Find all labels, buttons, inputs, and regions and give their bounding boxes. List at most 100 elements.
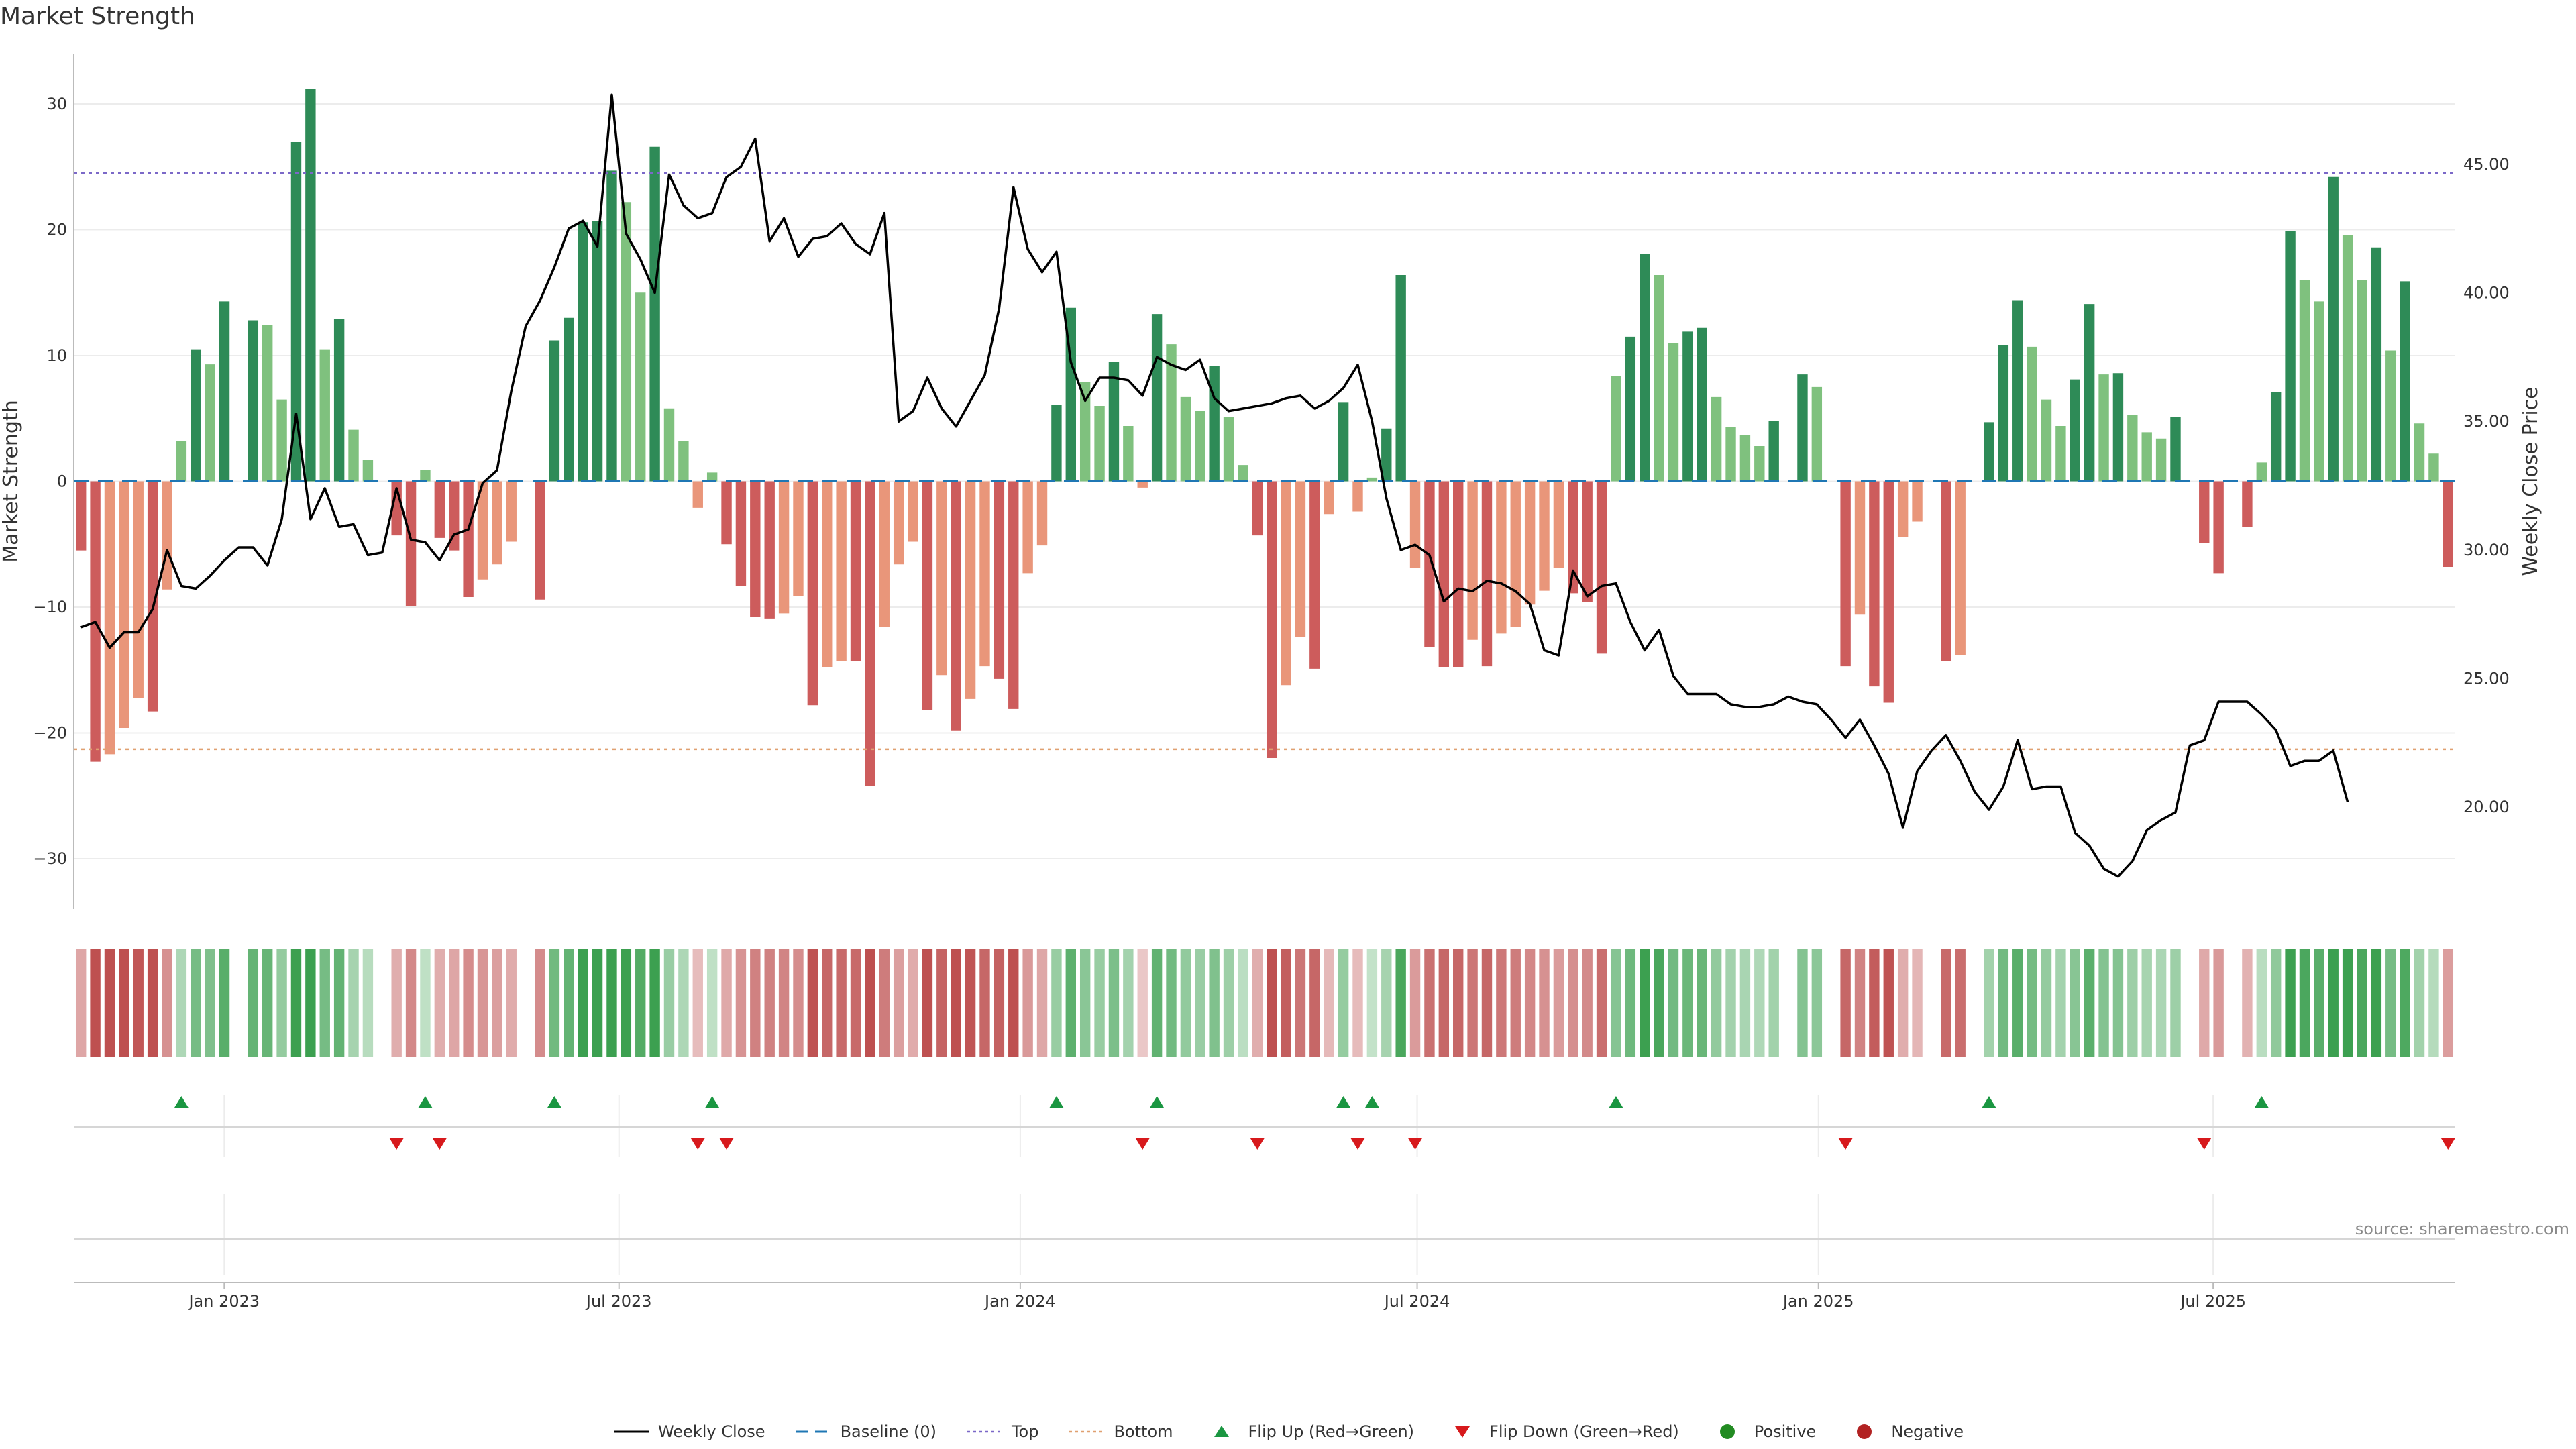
y-right-axis-label: Weekly Close Price bbox=[2519, 386, 2542, 576]
legend-label: Flip Up (Red→Green) bbox=[1248, 1422, 1415, 1441]
regime-cell bbox=[1754, 949, 1765, 1057]
strength-bar bbox=[276, 399, 287, 482]
regime-cell bbox=[1195, 949, 1205, 1057]
regime-cell bbox=[1324, 949, 1334, 1057]
strength-bar bbox=[678, 441, 689, 482]
x-tick-label: Jan 2023 bbox=[187, 1292, 260, 1311]
y-tick-label: −10 bbox=[33, 598, 67, 616]
regime-cell bbox=[506, 949, 517, 1057]
legend-label: Baseline (0) bbox=[840, 1422, 936, 1441]
regime-cell bbox=[1883, 949, 1894, 1057]
regime-cell bbox=[2270, 949, 2282, 1057]
flip-down-marker bbox=[1350, 1138, 1366, 1150]
regime-cell bbox=[606, 949, 617, 1057]
regime-cell bbox=[621, 949, 632, 1057]
flip-down-marker bbox=[1250, 1138, 1265, 1150]
flip-down-marker bbox=[719, 1138, 735, 1150]
weekly-close-series bbox=[80, 93, 2349, 878]
strength-bar bbox=[893, 481, 904, 565]
regime-cell bbox=[2371, 949, 2382, 1057]
y-axis-label: Market Strength bbox=[0, 400, 23, 562]
strength-bar bbox=[1539, 481, 1550, 591]
strength-bar bbox=[951, 481, 961, 731]
strength-bar bbox=[2155, 438, 2167, 482]
strength-bar bbox=[1897, 481, 1909, 537]
regime-cell bbox=[1008, 949, 1019, 1057]
line-dotted-icon bbox=[967, 1430, 1002, 1433]
strength-bar bbox=[850, 481, 861, 661]
strength-bar bbox=[1123, 426, 1134, 482]
strength-bar bbox=[1409, 481, 1421, 568]
strength-bar bbox=[865, 481, 875, 786]
regime-cell bbox=[1223, 949, 1234, 1057]
legend-item: Positive bbox=[1709, 1422, 1816, 1441]
regime-cell bbox=[333, 949, 345, 1057]
strength-bar bbox=[2371, 247, 2382, 482]
strength-bar bbox=[219, 301, 230, 482]
regime-cell bbox=[2199, 949, 2210, 1057]
regime-cell bbox=[649, 949, 660, 1057]
x-tick-label: Jan 2024 bbox=[983, 1292, 1056, 1311]
regime-cell bbox=[1625, 949, 1636, 1057]
legend-item: Top bbox=[966, 1422, 1038, 1441]
strength-bar bbox=[1582, 481, 1593, 602]
y-tick-label: −30 bbox=[33, 849, 67, 868]
regime-cell bbox=[1553, 949, 1564, 1057]
strength-bar bbox=[1510, 481, 1521, 627]
strength-bar bbox=[248, 320, 259, 482]
regime-cell bbox=[1725, 949, 1736, 1057]
strength-bar bbox=[205, 364, 215, 482]
strength-bar bbox=[2199, 481, 2210, 543]
regime-cell bbox=[2055, 949, 2066, 1057]
regime-cell bbox=[1295, 949, 1306, 1057]
regime-cell bbox=[219, 949, 230, 1057]
regime-cell bbox=[893, 949, 904, 1057]
legend-label: Flip Down (Green→Red) bbox=[1489, 1422, 1679, 1441]
strength-bar bbox=[1754, 446, 1765, 482]
strength-bar bbox=[2141, 432, 2152, 482]
legend-item: Weekly Close bbox=[612, 1422, 765, 1441]
regime-cell bbox=[2012, 949, 2023, 1057]
regime-cell bbox=[2242, 949, 2253, 1057]
regime-cell bbox=[2299, 949, 2310, 1057]
y-tick-label: 0 bbox=[57, 472, 67, 491]
regime-cell bbox=[592, 949, 603, 1057]
regime-cell bbox=[1022, 949, 1033, 1057]
regime-cell bbox=[1840, 949, 1851, 1057]
strength-bar bbox=[463, 481, 474, 597]
strength-bar bbox=[2012, 300, 2023, 482]
strength-bar bbox=[1137, 481, 1148, 488]
strength-bar bbox=[1022, 481, 1033, 574]
strength-bar bbox=[1611, 376, 1621, 482]
strength-bar bbox=[1854, 481, 1866, 615]
flip-up-marker bbox=[174, 1096, 189, 1108]
legend-item: Flip Up (Red→Green) bbox=[1203, 1422, 1415, 1441]
regime-cell bbox=[1352, 949, 1363, 1057]
regime-cell bbox=[1309, 949, 1320, 1057]
regime-cell bbox=[2256, 949, 2267, 1057]
regime-cell bbox=[2070, 949, 2080, 1057]
regime-cell bbox=[635, 949, 646, 1057]
regime-cell bbox=[1998, 949, 2009, 1057]
regime-cell bbox=[564, 949, 574, 1057]
flip-up-marker bbox=[417, 1096, 433, 1108]
regime-cell bbox=[1941, 949, 1951, 1057]
flip-down-marker bbox=[389, 1138, 405, 1150]
regime-cell bbox=[706, 949, 718, 1057]
triangle-up-icon bbox=[1214, 1426, 1229, 1437]
strength-bar bbox=[1180, 396, 1191, 482]
strength-bar bbox=[1768, 421, 1779, 482]
strength-bar bbox=[535, 481, 545, 600]
regime-cell bbox=[1711, 949, 1722, 1057]
regime-cell bbox=[1108, 949, 1120, 1057]
regime-cell bbox=[1366, 949, 1378, 1057]
chart-title: Market Strength bbox=[0, 3, 195, 30]
regime-cell bbox=[1252, 949, 1263, 1057]
legend-item: Bottom bbox=[1068, 1422, 1173, 1441]
regime-cell bbox=[1395, 949, 1406, 1057]
strength-bar bbox=[1654, 275, 1664, 482]
legend: Weekly Close Baseline (0) Top Bottom Flip Up… bbox=[0, 1422, 2576, 1441]
strength-bar bbox=[1912, 481, 1923, 522]
strength-bar bbox=[2385, 350, 2396, 482]
